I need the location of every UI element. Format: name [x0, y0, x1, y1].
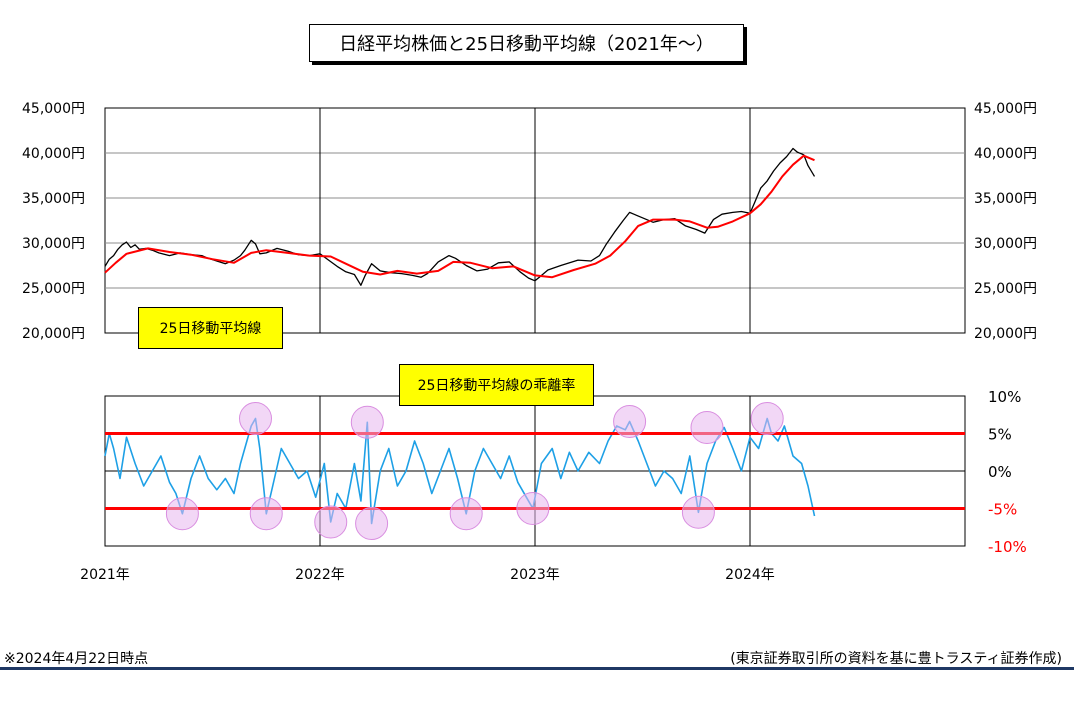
extreme-highlight-circle — [314, 505, 348, 539]
extreme-highlight-circle — [750, 402, 784, 435]
moving-average-label: 25日移動平均線 — [138, 307, 283, 349]
deviation-ytick: 5% — [988, 426, 1012, 444]
source-note: (東京証券取引所の資料を基に豊トラスティ証券作成) — [730, 651, 1062, 667]
year-tick-label: 2024年 — [725, 567, 775, 583]
extreme-highlight-circle — [249, 497, 283, 531]
price-ytick-left: 30,000円 — [22, 236, 85, 252]
deviation-ytick: 0% — [988, 463, 1012, 481]
extreme-highlight-circle — [355, 507, 389, 540]
price-ytick-right: 30,000円 — [974, 236, 1037, 252]
year-tick-label: 2023年 — [510, 567, 560, 583]
extreme-highlight-circle — [690, 411, 724, 444]
extreme-highlight-circle — [516, 492, 550, 525]
price-ytick-left: 35,000円 — [22, 191, 85, 207]
extreme-highlight-circle — [165, 497, 199, 531]
price-ytick-right: 45,000円 — [974, 101, 1037, 117]
year-tick-label: 2022年 — [295, 567, 345, 583]
extreme-highlight-circle — [239, 402, 272, 435]
deviation-ytick: -5% — [988, 501, 1017, 519]
footnote: ※2024年4月22日時点 — [4, 651, 149, 667]
price-ytick-right: 35,000円 — [974, 191, 1037, 207]
year-tick-label: 2021年 — [80, 567, 130, 583]
price-ytick-left: 20,000円 — [22, 326, 85, 342]
extreme-highlight-circle — [449, 497, 483, 531]
price-panel: 20,000円 20,000円 25,000円 25,000円 30,000円 30,00… — [22, 101, 1037, 342]
deviation-rate-label: 25日移動平均線の乖離率 — [399, 364, 594, 406]
moving-average-line — [104, 154, 815, 279]
deviation-ytick: -10% — [988, 538, 1027, 556]
price-ytick-right: 40,000円 — [974, 146, 1037, 162]
deviation-ytick: 10% — [988, 388, 1021, 406]
price-ytick-left: 40,000円 — [22, 146, 85, 162]
price-ytick-left: 45,000円 — [22, 101, 85, 117]
price-ytick-right: 25,000円 — [974, 281, 1037, 297]
price-ytick-left: 25,000円 — [22, 281, 85, 297]
chart-title: 日経平均株価と25日移動平均線（2021年～） — [309, 24, 744, 62]
extreme-highlight-circle — [681, 495, 715, 529]
extreme-highlight-circle — [350, 405, 384, 439]
deviation-panel: 2021年 2022年 2023年 2024年 10% 5% 0% -5% -10% — [80, 388, 1027, 583]
price-ytick-right: 20,000円 — [974, 326, 1037, 342]
extreme-highlight-circle — [613, 405, 647, 438]
bottom-divider — [0, 667, 1074, 670]
